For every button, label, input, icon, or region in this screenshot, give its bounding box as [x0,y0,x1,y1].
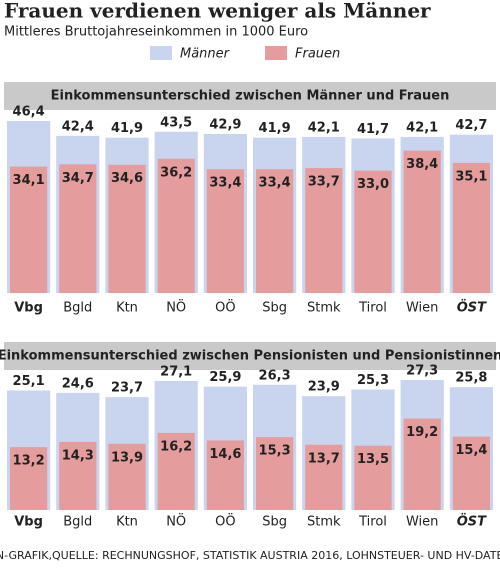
x-tick-label: NÖ [166,299,186,316]
value-label: 13,9 [111,450,143,465]
value-label: 23,7 [111,381,143,396]
value-label: 19,2 [406,425,438,440]
value-label: 24,6 [62,376,94,391]
value-label: 26,3 [259,368,291,383]
bar [305,168,343,293]
bar [157,158,195,293]
bar [206,440,244,510]
x-tick-label: Tirol [358,515,387,530]
x-tick-label: Wien [406,301,438,316]
bar [305,444,343,510]
bar [256,437,294,510]
value-label: 43,5 [160,115,192,130]
value-label: 33,0 [357,177,389,192]
x-tick-label: Wien [406,515,438,530]
x-tick-label: Ktn [116,301,138,316]
bar [403,418,441,510]
bar [452,436,490,510]
bar [108,443,146,510]
x-tick-label: Bgld [63,301,92,316]
panel-title: Einkommensunterschied zwischen Pensionis… [0,349,500,364]
legend-swatch [265,46,287,60]
bar [108,164,146,293]
value-label: 34,1 [13,173,45,188]
subtitle: Mittleres Bruttojahreseinkommen in 1000 … [4,25,308,40]
legend-label: Männer [180,47,231,62]
value-label: 46,4 [13,105,45,120]
value-label: 25,1 [13,374,45,389]
bar [354,445,392,510]
x-tick-label: ÖST [457,300,487,316]
x-tick-label: Sbg [262,515,287,530]
value-label: 33,4 [209,176,241,191]
x-tick-label: Bgld [63,515,92,530]
bar [256,169,294,293]
value-label: 41,9 [111,121,143,136]
value-label: 42,9 [209,117,241,132]
value-label: 15,3 [259,444,291,459]
x-tick-label: Stmk [307,301,341,316]
x-tick-label: Stmk [307,515,341,530]
x-tick-label: Vbg [14,301,43,316]
value-label: 42,7 [455,118,487,133]
x-tick-label: OÖ [215,299,235,316]
bar [59,441,97,510]
x-tick-label: Sbg [262,301,287,316]
value-label: 33,4 [259,176,291,191]
bar [10,166,48,293]
value-label: 25,3 [357,373,389,388]
panel-header [4,82,496,110]
value-label: 14,6 [209,447,241,462]
bar [157,432,195,510]
legend-swatch [150,46,172,60]
bar [403,150,441,293]
x-tick-label: OÖ [215,513,235,530]
value-label: 38,4 [406,157,438,172]
value-label: 16,2 [160,439,192,454]
value-label: 14,3 [62,448,94,463]
x-tick-label: NÖ [166,513,186,530]
value-label: 34,7 [62,171,94,186]
bar [59,164,97,293]
value-label: 27,3 [406,364,438,379]
value-label: 27,1 [160,364,192,379]
value-label: 35,1 [455,169,487,184]
value-label: 13,5 [357,452,389,467]
title: Frauen verdienen weniger als Männer [4,0,431,23]
value-label: 15,4 [455,443,487,458]
value-label: 13,2 [13,454,45,469]
value-label: 13,7 [308,451,340,466]
x-tick-label: Vbg [14,515,43,530]
value-label: 41,7 [357,122,389,137]
value-label: 23,9 [308,380,340,395]
value-label: 36,2 [160,165,192,180]
value-label: 33,7 [308,175,340,190]
legend-label: Frauen [295,47,340,62]
bar [452,162,490,293]
bar [10,447,48,510]
x-tick-label: ÖST [457,514,487,530]
value-label: 25,9 [209,370,241,385]
bar [354,170,392,293]
x-tick-label: Ktn [116,515,138,530]
value-label: 41,9 [259,121,291,136]
value-label: 25,8 [455,371,487,386]
value-label: 34,6 [111,171,143,186]
value-label: 42,1 [406,120,438,135]
value-label: 42,4 [62,119,94,134]
bar [206,169,244,293]
source: VN-GRAFIK,QUELLE: RECHNUNGSHOF, STATISTI… [0,549,500,562]
x-tick-label: Tirol [358,301,387,316]
panel-header [4,342,496,370]
panel-title: Einkommensunterschied zwischen Männer un… [51,89,450,104]
value-label: 42,1 [308,120,340,135]
